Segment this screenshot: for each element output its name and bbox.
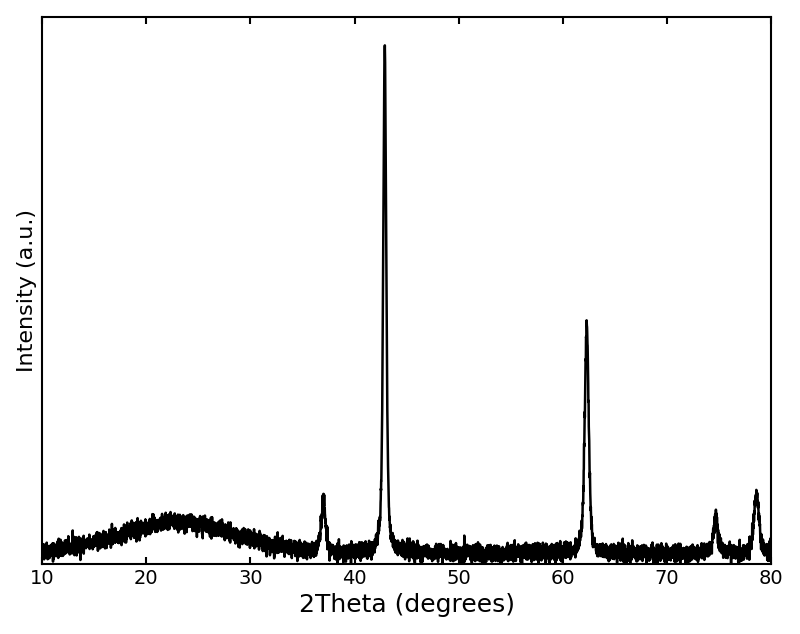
X-axis label: 2Theta (degrees): 2Theta (degrees) [298, 593, 514, 618]
Y-axis label: Intensity (a.u.): Intensity (a.u.) [17, 209, 37, 372]
